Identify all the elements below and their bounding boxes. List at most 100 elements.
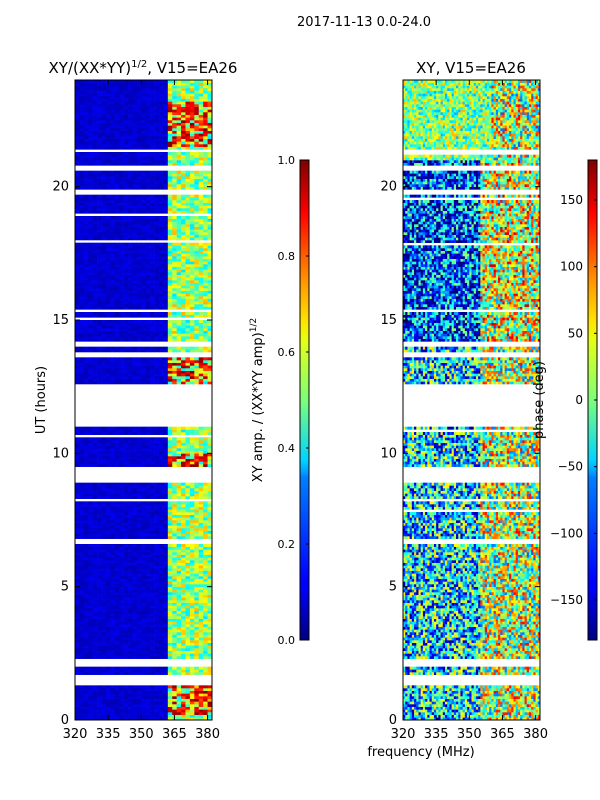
heatmap-cell bbox=[92, 261, 98, 265]
heatmap-cell bbox=[101, 282, 107, 286]
heatmap-cell bbox=[145, 440, 151, 443]
heatmap-cell bbox=[136, 288, 142, 291]
heatmap-cell bbox=[163, 485, 169, 489]
heatmap-cell bbox=[123, 576, 129, 579]
heatmap-cell bbox=[185, 717, 191, 720]
heatmap-cell bbox=[114, 608, 120, 611]
heatmap-cell bbox=[79, 626, 85, 630]
heatmap-cell bbox=[83, 669, 89, 673]
heatmap-cell bbox=[145, 706, 151, 710]
heatmap-cell bbox=[110, 448, 116, 451]
heatmap-cell bbox=[75, 568, 80, 571]
heatmap-cell bbox=[141, 554, 147, 558]
heatmap-cell bbox=[158, 573, 164, 577]
heatmap-cell bbox=[176, 200, 182, 203]
heatmap-cell bbox=[101, 245, 107, 249]
heatmap-cell bbox=[154, 360, 160, 363]
heatmap-cell bbox=[132, 530, 138, 534]
heatmap-cell bbox=[128, 608, 133, 611]
heatmap-cell bbox=[176, 304, 182, 307]
heatmap-cell bbox=[158, 552, 164, 555]
heatmap-cell bbox=[114, 280, 120, 283]
heatmap-cell bbox=[141, 528, 147, 531]
heatmap-cell bbox=[114, 698, 120, 702]
heatmap-cell bbox=[110, 602, 116, 606]
heatmap-cell bbox=[114, 328, 120, 331]
heatmap-cell bbox=[194, 690, 200, 694]
heatmap-cell bbox=[105, 512, 111, 515]
heatmap-cell bbox=[207, 648, 212, 651]
heatmap-cell bbox=[158, 544, 164, 547]
heatmap-cell bbox=[176, 602, 182, 606]
heatmap-cell bbox=[136, 301, 142, 305]
heatmap-cell bbox=[167, 570, 173, 574]
heatmap-cell bbox=[194, 576, 200, 579]
heatmap-cell bbox=[154, 349, 160, 353]
heatmap-cell bbox=[97, 698, 102, 702]
heatmap-cell bbox=[189, 656, 195, 659]
heatmap-cell bbox=[207, 250, 212, 254]
heatmap-cell bbox=[101, 493, 107, 497]
heatmap-cell bbox=[88, 253, 93, 257]
heatmap-cell bbox=[185, 506, 191, 510]
heatmap-cell bbox=[110, 256, 116, 259]
heatmap-cell bbox=[207, 333, 212, 337]
heatmap-cell bbox=[75, 456, 80, 459]
heatmap-cell bbox=[128, 640, 133, 643]
heatmap-cell bbox=[92, 520, 98, 523]
heatmap-cell bbox=[75, 440, 80, 443]
heatmap-cell bbox=[189, 669, 195, 673]
heatmap-cell bbox=[189, 365, 195, 369]
heatmap-cell bbox=[172, 704, 177, 707]
heatmap-cell bbox=[88, 322, 93, 326]
heatmap-cell bbox=[150, 280, 155, 283]
heatmap-cell bbox=[97, 181, 102, 185]
heatmap-cell bbox=[119, 274, 124, 278]
heatmap-cell bbox=[105, 698, 111, 702]
heatmap-cell bbox=[198, 320, 204, 323]
heatmap-cell bbox=[176, 208, 182, 211]
heatmap-cell bbox=[176, 621, 182, 625]
heatmap-cell bbox=[172, 312, 177, 315]
heatmap-cell bbox=[203, 709, 208, 713]
heatmap-cell bbox=[181, 221, 186, 225]
heatmap-cell bbox=[114, 232, 120, 235]
heatmap-cell bbox=[167, 485, 173, 489]
heatmap-cell bbox=[172, 218, 177, 222]
heatmap-cell bbox=[83, 581, 89, 585]
heatmap-cell bbox=[136, 293, 142, 297]
heatmap-cell bbox=[158, 594, 164, 598]
heatmap-cell bbox=[194, 714, 200, 718]
heatmap-cell bbox=[92, 666, 98, 670]
heatmap-cell bbox=[132, 280, 138, 283]
heatmap-cell bbox=[83, 514, 89, 518]
heatmap-cell bbox=[176, 562, 182, 566]
heatmap-cell bbox=[83, 437, 89, 441]
heatmap-cell bbox=[154, 210, 160, 214]
heatmap-cell bbox=[92, 645, 98, 649]
heatmap-cell bbox=[141, 330, 147, 334]
heatmap-cell bbox=[79, 573, 85, 577]
heatmap-cell bbox=[97, 717, 102, 720]
heatmap-cell bbox=[176, 650, 182, 654]
heatmap-cell bbox=[145, 698, 151, 702]
heatmap-cell bbox=[198, 616, 204, 619]
heatmap-cell bbox=[128, 704, 133, 707]
heatmap-cell bbox=[92, 250, 98, 254]
heatmap-cell bbox=[181, 648, 186, 651]
heatmap-cell bbox=[207, 637, 212, 641]
heatmap-cell bbox=[176, 298, 182, 302]
heatmap-cell bbox=[79, 613, 85, 617]
heatmap-cell bbox=[189, 325, 195, 329]
heatmap-cell bbox=[119, 338, 124, 342]
heatmap-cell bbox=[158, 226, 164, 230]
heatmap-cell bbox=[92, 322, 98, 326]
heatmap-cell bbox=[163, 242, 169, 246]
heatmap-cell bbox=[136, 200, 142, 203]
heatmap-cell bbox=[75, 621, 80, 625]
heatmap-cell bbox=[101, 266, 107, 270]
heatmap-cell bbox=[158, 365, 164, 369]
heatmap-cell bbox=[158, 362, 164, 366]
heatmap-cell bbox=[136, 266, 142, 270]
heatmap-cell bbox=[136, 629, 142, 633]
